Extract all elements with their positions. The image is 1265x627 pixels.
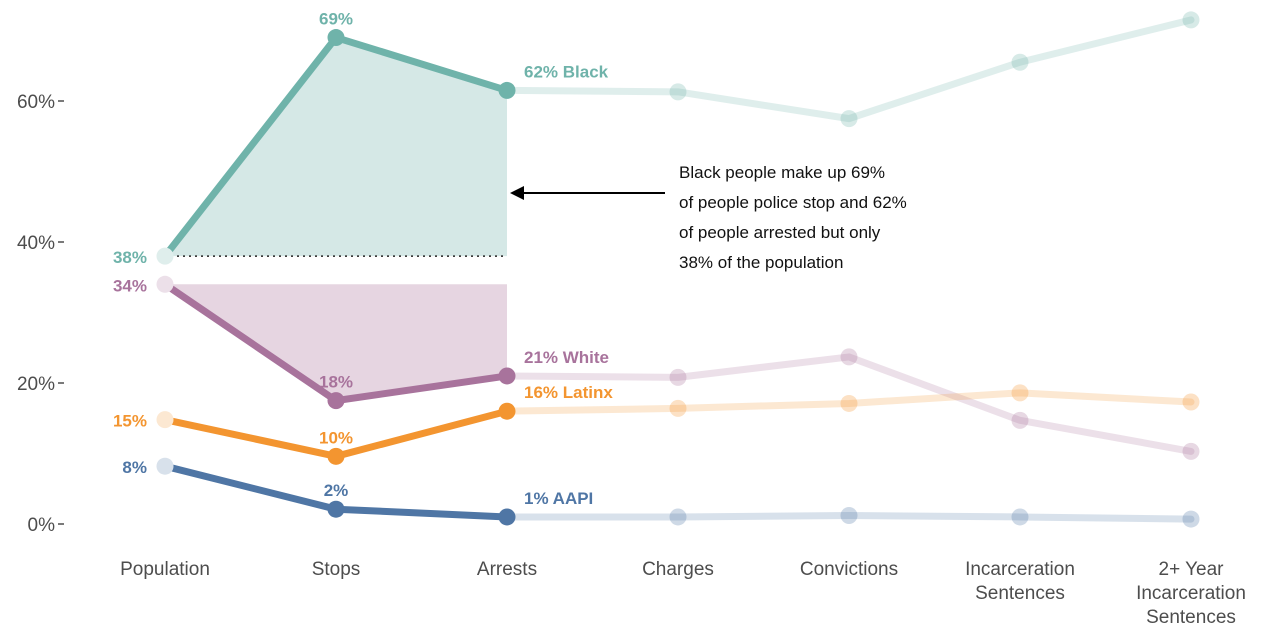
- x-category-label: Arrests: [477, 559, 537, 580]
- black-point-faded: [1011, 53, 1029, 71]
- white-point-bg: [156, 275, 174, 293]
- y-tick-label: 20%: [17, 374, 55, 395]
- y-tick-label: 0%: [28, 515, 56, 536]
- black-point-label: 62% Black: [524, 62, 609, 81]
- latinx-point-faded: [1182, 393, 1200, 411]
- x-category-label: 2+ Year Incarceration Sentences: [1136, 559, 1246, 627]
- black-point-faded: [840, 110, 858, 128]
- white-point-faded: [1182, 442, 1200, 460]
- black-point-population: [156, 247, 174, 265]
- white-point-faded: [669, 368, 687, 386]
- white-point-label: 34%: [113, 276, 147, 295]
- aapi-point: [327, 500, 345, 518]
- white-line-faded: [503, 353, 1195, 455]
- latinx-point-faded: [1011, 384, 1029, 402]
- aapi-line-faded: [503, 512, 1195, 523]
- white-point: [498, 367, 516, 385]
- white-point-faded: [840, 348, 858, 366]
- latinx-point-label: 15%: [113, 412, 147, 431]
- black-point: [327, 29, 345, 47]
- white-point-population: [156, 275, 174, 293]
- latinx-point-faded: [669, 399, 687, 417]
- annotation-text-line: of people police stop and 62%: [679, 193, 907, 212]
- y-tick-label: 60%: [17, 92, 55, 113]
- annotation: Black people make up 69% of people police…: [510, 163, 907, 272]
- aapi-point-label: 1% AAPI: [524, 489, 593, 508]
- latinx-point-faded: [840, 394, 858, 412]
- aapi-point-bg: [156, 457, 174, 475]
- aapi-point-label: 2%: [324, 481, 349, 500]
- aapi-point: [498, 508, 516, 526]
- black-point-faded: [669, 83, 687, 101]
- aapi-point-faded: [1011, 508, 1029, 526]
- shaded-areas: [165, 37, 507, 401]
- point-labels: 38% 69% 62% Black 34% 18% 21% White 15% 10% 16% …: [113, 10, 613, 508]
- black-point-label: 38%: [113, 248, 147, 267]
- white-point-label: 18%: [319, 373, 353, 392]
- aapi-point-faded: [840, 507, 858, 525]
- latinx-point-bg: [156, 411, 174, 429]
- x-category-label: Population: [120, 559, 210, 580]
- aapi-point-faded: [669, 508, 687, 526]
- white-point-label: 21% White: [524, 348, 609, 367]
- aapi-point-population: [156, 457, 174, 475]
- x-category-label: Stops: [312, 559, 361, 580]
- annotation-text-line: 38% of the population: [679, 253, 843, 272]
- latinx-line-faded: [503, 389, 1195, 415]
- latinx-point-population: [156, 411, 174, 429]
- latinx-point-label: 16% Latinx: [524, 383, 613, 402]
- white-point-faded: [1011, 411, 1029, 429]
- black-point-label: 69%: [319, 10, 353, 29]
- black-disparity-area: [165, 37, 507, 257]
- x-category-label: Convictions: [800, 559, 898, 580]
- x-category-label: Incarceration Sentences: [965, 559, 1075, 604]
- aapi-point-label: 8%: [122, 458, 147, 477]
- latinx-point: [498, 402, 516, 420]
- y-axis: 0% 20% 40% 60%: [17, 92, 64, 536]
- y-tick-label: 40%: [17, 233, 55, 254]
- black-point-faded: [1182, 11, 1200, 29]
- black-line-faded: [503, 16, 1195, 123]
- white-disparity-area: [165, 284, 507, 401]
- x-category-label: Charges: [642, 559, 714, 580]
- aapi-point-faded: [1182, 510, 1200, 528]
- latinx-point: [327, 447, 345, 465]
- annotation-text-line: Black people make up 69%: [679, 163, 885, 182]
- white-point: [327, 392, 345, 410]
- black-point-bg: [156, 247, 174, 265]
- x-axis: Population Stops Arrests Charges Convictions…: [120, 559, 1246, 627]
- annotation-arrow-head: [510, 186, 524, 200]
- black-point: [498, 81, 516, 99]
- latinx-point-label: 10%: [319, 428, 353, 447]
- annotation-text-line: of people arrested but only: [679, 223, 881, 242]
- series-group: [156, 11, 1200, 528]
